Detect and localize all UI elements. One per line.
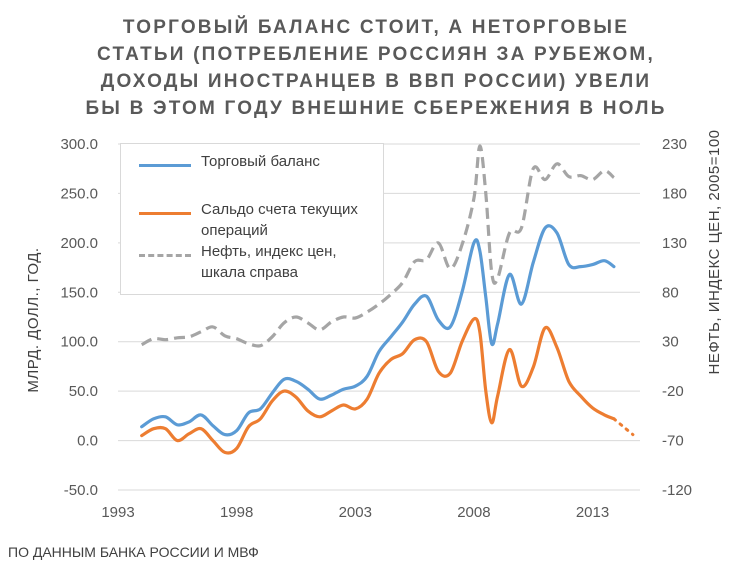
y2-tick-label: 130: [662, 235, 687, 252]
y2-tick-label: 30: [662, 334, 679, 351]
y2-tick-label: 180: [662, 185, 687, 202]
title-line: БЫ В ЭТОМ ГОДУ ВНЕШНИЕ СБЕРЕЖЕНИЯ В НОЛЬ: [85, 98, 667, 119]
y-tick-label: 100.0: [60, 334, 98, 351]
legend-label: Торговый баланс: [201, 153, 320, 170]
source-note: ПО ДАННЫМ БАНКА РОССИИ И МВФ: [8, 544, 259, 560]
legend-swatch-oil: [139, 254, 191, 257]
x-tick-label: 1993: [101, 504, 134, 521]
y2-tick-label: 230: [662, 136, 687, 153]
x-axis-ticks: 1993 1998 2003 2008 2013: [101, 504, 609, 521]
y-tick-label: 150.0: [60, 284, 98, 301]
legend-swatch-trade-balance: [139, 164, 191, 167]
y-tick-label: -50.0: [64, 482, 98, 499]
y2-tick-label: -20: [662, 383, 684, 400]
legend-swatch-current-account: [139, 212, 191, 215]
title-line: СТАТЬИ (ПОТРЕБЛЕНИЕ РОССИЯН ЗА РУБЕЖОМ,: [97, 44, 655, 65]
y-tick-label: 200.0: [60, 235, 98, 252]
title-line: ДОХОДЫ ИНОСТРАНЦЕВ В ВВП РОССИИ) УВЕЛИ: [100, 71, 652, 92]
legend: Торговый баланс Сальдо счета текущих опе…: [120, 143, 384, 295]
y-axis-title: МЛРД. ДОЛЛ., ГОД.: [25, 247, 42, 392]
legend-label: Нефть, индекс цен, шкала справа: [201, 243, 337, 281]
trade-balance-line: [140, 224, 616, 437]
y-tick-label: 300.0: [60, 136, 98, 153]
y2-axis-title: НЕФТЬ, ИНДЕКС ЦЕН, 2005=100: [706, 129, 723, 374]
right-axis-ticks: 230 180 130 80 30 -20 -70 -120: [662, 136, 692, 499]
x-tick-label: 2003: [339, 504, 372, 521]
y-tick-label: 250.0: [60, 185, 98, 202]
left-axis-ticks: 300.0 250.0 200.0 150.0 100.0 50.0 0.0 -50.0: [60, 136, 98, 499]
y2-tick-label: 80: [662, 284, 679, 301]
y-tick-label: 50.0: [69, 383, 98, 400]
y-tick-label: 0.0: [77, 433, 98, 450]
current-account-line: [140, 316, 616, 455]
x-tick-label: 2013: [576, 504, 609, 521]
x-tick-label: 1998: [220, 504, 253, 521]
y2-tick-label: -70: [662, 433, 684, 450]
series-lines: [140, 144, 635, 455]
chart-title: ТОРГОВЫЙ БАЛАНС СТОИТ, А НЕТОРГОВЫЕ СТАТ…: [30, 14, 722, 122]
legend-label: Сальдо счета текущих операций: [201, 201, 358, 239]
y2-tick-label: -120: [662, 482, 692, 499]
oil-price-line: [140, 144, 615, 348]
title-line: ТОРГОВЫЙ БАЛАНС СТОИТ, А НЕТОРГОВЫЕ: [122, 17, 630, 38]
current-account-forecast-line: [612, 417, 635, 437]
x-tick-label: 2008: [457, 504, 490, 521]
